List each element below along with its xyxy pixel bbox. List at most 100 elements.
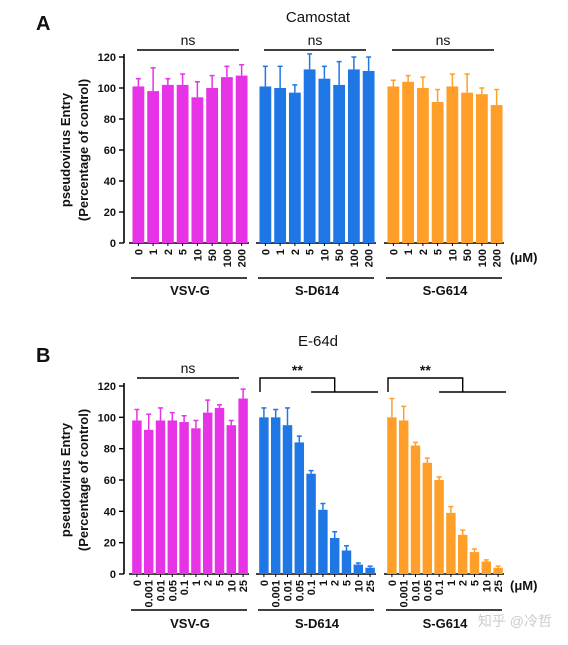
x-tick-label: 50	[462, 249, 474, 261]
chart-title: E-64d	[298, 333, 338, 350]
x-tick-label: 5	[342, 580, 354, 586]
x-axis-unit: (μM)	[510, 578, 537, 593]
significance-label: **	[420, 362, 431, 378]
x-tick-label: 200	[237, 249, 249, 267]
x-tick-label: 0.1	[179, 580, 191, 595]
x-tick-label: 100	[349, 249, 361, 267]
bar	[341, 550, 352, 574]
y-axis-label: pseudovirus Entry	[58, 422, 73, 537]
bar	[318, 78, 331, 243]
x-tick-label: 2	[163, 249, 175, 255]
x-tick-label: 0	[260, 249, 272, 255]
x-tick-label: 10	[226, 580, 238, 592]
x-tick-label: 1	[446, 580, 458, 586]
bar	[294, 442, 305, 574]
group-label: S-G614	[423, 283, 469, 298]
bar	[282, 425, 293, 574]
group-label: VSV-G	[170, 283, 210, 298]
x-tick-label: 10	[319, 249, 331, 261]
bar	[235, 75, 248, 243]
y-tick-label: 80	[104, 114, 116, 126]
significance-label: ns	[181, 32, 196, 48]
bar	[220, 77, 233, 244]
x-tick-label: 1	[318, 580, 330, 586]
bar	[270, 417, 281, 574]
x-tick-label: 0	[132, 580, 144, 586]
bar	[179, 422, 189, 574]
significance-label: ns	[308, 32, 323, 48]
bar	[410, 445, 421, 574]
x-tick-label: 0.01	[156, 580, 168, 601]
bar	[362, 70, 375, 243]
x-tick-label: 25	[493, 580, 505, 592]
x-tick-label: 0.001	[271, 580, 283, 608]
bar	[191, 97, 204, 243]
bar	[147, 91, 160, 243]
chart-title: Camostat	[286, 9, 351, 26]
y-tick-label: 80	[104, 444, 116, 456]
x-tick-label: 100	[222, 249, 234, 267]
x-tick-label: 0.001	[144, 580, 156, 608]
bar	[238, 398, 248, 574]
x-tick-label: 200	[492, 249, 504, 267]
x-tick-label: 50	[207, 249, 219, 261]
bar	[143, 429, 154, 574]
x-tick-label: 2	[203, 580, 215, 586]
bar	[306, 473, 316, 574]
group-label: S-D614	[295, 283, 340, 298]
significance-label: **	[292, 362, 303, 378]
x-tick-label: 0	[259, 580, 271, 586]
bar	[191, 428, 201, 574]
panel-label: A	[36, 13, 50, 35]
x-tick-label: 1	[275, 249, 287, 255]
bar	[155, 420, 166, 574]
bar	[402, 81, 415, 243]
bar	[167, 420, 178, 574]
bar	[461, 92, 474, 244]
x-tick-label: 5	[215, 580, 227, 586]
x-tick-label: 10	[481, 580, 493, 592]
bar	[457, 534, 468, 574]
x-tick-label: 0.05	[422, 580, 434, 601]
y-tick-label: 60	[104, 145, 116, 157]
bar	[446, 86, 459, 243]
y-tick-label: 40	[104, 176, 116, 188]
bar	[226, 425, 237, 574]
x-tick-label: 5	[305, 249, 317, 255]
x-tick-label: 25	[365, 580, 377, 592]
x-tick-label: 2	[418, 249, 430, 255]
y-tick-label: 60	[104, 475, 116, 487]
bar	[422, 462, 433, 574]
x-tick-label: 0.05	[167, 580, 179, 601]
x-tick-label: 0.01	[411, 580, 423, 601]
y-tick-label: 40	[104, 506, 116, 518]
x-tick-label: 0.001	[399, 580, 411, 608]
bar	[387, 86, 400, 243]
x-tick-label: 25	[238, 580, 250, 592]
watermark: 知乎 @冷哲	[478, 613, 552, 629]
bar	[176, 84, 189, 244]
significance-label: ns	[436, 32, 451, 48]
x-tick-label: 200	[364, 249, 376, 267]
bar	[347, 69, 360, 244]
x-tick-label: 0	[388, 249, 400, 255]
x-tick-label: 0	[133, 249, 145, 255]
x-tick-label: 5	[433, 249, 445, 255]
x-tick-label: 1	[191, 580, 203, 586]
x-tick-label: 100	[477, 249, 489, 267]
x-tick-label: 2	[458, 580, 470, 586]
x-tick-label: 5	[178, 249, 190, 255]
bar	[259, 417, 269, 574]
significance-bracket	[387, 377, 464, 392]
y-tick-label: 0	[110, 569, 116, 581]
y-axis-label: pseudovirus Entry	[58, 92, 73, 207]
bar	[353, 564, 364, 574]
bar	[446, 512, 456, 574]
x-tick-label: 5	[470, 580, 482, 586]
y-tick-label: 0	[110, 238, 116, 250]
x-tick-label: 0.01	[283, 580, 295, 601]
x-tick-label: 10	[353, 580, 365, 592]
bar	[259, 86, 272, 243]
bar	[132, 86, 145, 243]
